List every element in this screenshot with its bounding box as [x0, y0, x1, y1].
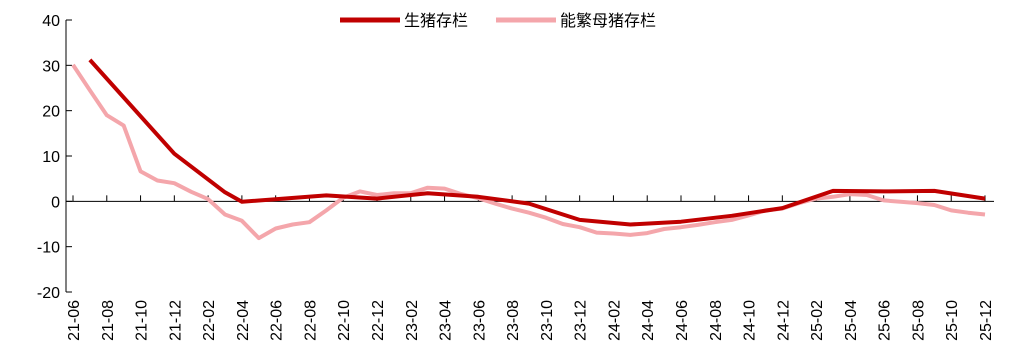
x-tick-label: 25-10 — [944, 300, 961, 341]
legend: 生猪存栏 能繁母猪存栏 — [340, 11, 656, 30]
x-tick-label: 25-08 — [910, 300, 927, 341]
y-tick-label: -10 — [37, 240, 60, 257]
x-tick-label: 23-06 — [471, 300, 488, 341]
legend-item-breeding-sow-inventory: 能繁母猪存栏 — [496, 11, 656, 30]
legend-label: 生猪存栏 — [404, 11, 468, 30]
series-line-breeding-sow-inventory — [71, 63, 986, 241]
x-tick-label: 23-12 — [573, 300, 590, 341]
y-tick-label: 40 — [42, 13, 60, 30]
x-tick-label: 24-12 — [775, 300, 792, 341]
x-tick-label: 22-02 — [201, 300, 218, 341]
legend-item-live-hog-inventory: 生猪存栏 — [340, 11, 468, 30]
x-tick-label: 24-02 — [606, 300, 623, 341]
x-tick-label: 21-06 — [66, 300, 83, 341]
x-tick-label: 22-06 — [269, 300, 286, 341]
x-tick-label: 24-04 — [640, 300, 657, 341]
x-tick-label: 24-08 — [708, 300, 725, 341]
series-line-live-hog-inventory — [88, 58, 986, 227]
series-layer — [71, 58, 986, 241]
y-tick-label: 20 — [42, 104, 60, 121]
legend-label: 能繁母猪存栏 — [560, 11, 656, 30]
axes-layer: -20 -10 0 10 20 30 40 21-06 21-08 21-10 21-12 22-02… — [37, 13, 995, 341]
x-tick-label: 25-06 — [877, 300, 894, 341]
y-tick-label: 30 — [42, 58, 60, 75]
x-tick-label: 22-08 — [302, 300, 319, 341]
x-tick-label: 21-08 — [100, 300, 117, 341]
x-tick-label: 23-10 — [539, 300, 556, 341]
x-tick-label: 22-04 — [235, 300, 252, 341]
x-tick-label: 24-06 — [674, 300, 691, 341]
x-tick-label: 25-02 — [809, 300, 826, 341]
y-tick-label: 10 — [42, 149, 60, 166]
y-tick-label: 0 — [51, 194, 60, 211]
x-tick-label: 23-02 — [404, 300, 421, 341]
x-tick-label: 24-10 — [742, 300, 759, 341]
x-tick-label: 25-04 — [843, 300, 860, 341]
y-tick-label: -20 — [37, 285, 60, 302]
x-tick-label: 23-04 — [438, 300, 455, 341]
x-tick-label: 22-10 — [336, 300, 353, 341]
x-tick-label: 25-12 — [978, 300, 995, 341]
x-tick-label: 23-08 — [505, 300, 522, 341]
x-tick-label: 21-10 — [134, 300, 151, 341]
x-tick-label: 21-12 — [167, 300, 184, 341]
x-tick-label: 22-12 — [370, 300, 387, 341]
